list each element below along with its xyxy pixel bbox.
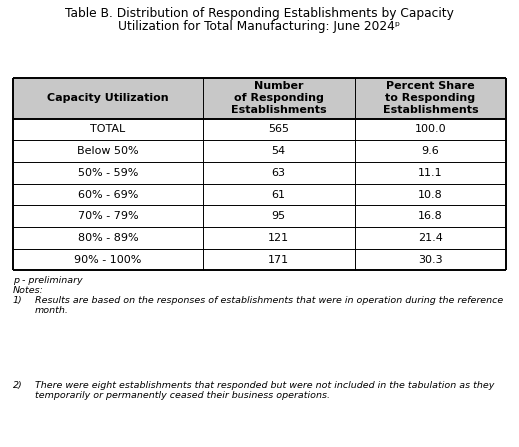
Text: Table B. Distribution of Responding Establishments by Capacity: Table B. Distribution of Responding Esta… <box>65 7 454 20</box>
Bar <box>354 249 506 270</box>
Text: Percent Share
to Responding
Establishments: Percent Share to Responding Establishmen… <box>383 81 478 115</box>
Text: Results are based on the responses of establishments that were in operation duri: Results are based on the responses of es… <box>35 296 503 316</box>
Text: TOTAL: TOTAL <box>90 124 126 135</box>
Bar <box>13 227 203 249</box>
Text: 95: 95 <box>271 211 286 221</box>
Bar <box>354 162 506 184</box>
Bar <box>354 205 506 227</box>
Text: 565: 565 <box>268 124 289 135</box>
Bar <box>13 249 203 270</box>
Bar <box>203 140 354 162</box>
Bar <box>13 78 203 118</box>
Text: 60% - 69%: 60% - 69% <box>78 190 138 199</box>
Text: Number
of Responding
Establishments: Number of Responding Establishments <box>231 81 326 115</box>
Text: 171: 171 <box>268 255 289 265</box>
Text: Notes:: Notes: <box>13 286 44 295</box>
Bar <box>203 249 354 270</box>
Text: 16.8: 16.8 <box>418 211 443 221</box>
Text: There were eight establishments that responded but were not included in the tabu: There were eight establishments that res… <box>35 381 494 401</box>
Text: Utilization for Total Manufacturing: June 2024ᵖ: Utilization for Total Manufacturing: Jun… <box>118 20 401 33</box>
Bar <box>354 78 506 118</box>
Text: 1): 1) <box>13 296 23 305</box>
Bar <box>13 140 203 162</box>
Text: 11.1: 11.1 <box>418 168 443 178</box>
Text: 121: 121 <box>268 233 289 243</box>
Bar <box>13 162 203 184</box>
Text: 2): 2) <box>13 381 23 390</box>
Text: p - preliminary: p - preliminary <box>13 276 83 285</box>
Text: 63: 63 <box>272 168 286 178</box>
Text: 30.3: 30.3 <box>418 255 443 265</box>
Text: 54: 54 <box>271 146 286 156</box>
Text: 61: 61 <box>272 190 286 199</box>
Text: 9.6: 9.6 <box>421 146 439 156</box>
Bar <box>13 118 203 140</box>
Bar <box>13 205 203 227</box>
Bar <box>203 78 354 118</box>
Bar <box>354 140 506 162</box>
Text: 70% - 79%: 70% - 79% <box>77 211 138 221</box>
Bar <box>354 227 506 249</box>
Text: 100.0: 100.0 <box>415 124 446 135</box>
Bar <box>203 118 354 140</box>
Text: 90% - 100%: 90% - 100% <box>74 255 142 265</box>
Text: Capacity Utilization: Capacity Utilization <box>47 93 169 103</box>
Bar <box>203 162 354 184</box>
Text: Below 50%: Below 50% <box>77 146 139 156</box>
Text: 21.4: 21.4 <box>418 233 443 243</box>
Text: 50% - 59%: 50% - 59% <box>78 168 138 178</box>
Bar <box>203 184 354 205</box>
Text: 10.8: 10.8 <box>418 190 443 199</box>
Bar <box>203 227 354 249</box>
Text: 80% - 89%: 80% - 89% <box>77 233 138 243</box>
Bar <box>354 118 506 140</box>
Bar <box>354 184 506 205</box>
Bar <box>13 184 203 205</box>
Bar <box>203 205 354 227</box>
